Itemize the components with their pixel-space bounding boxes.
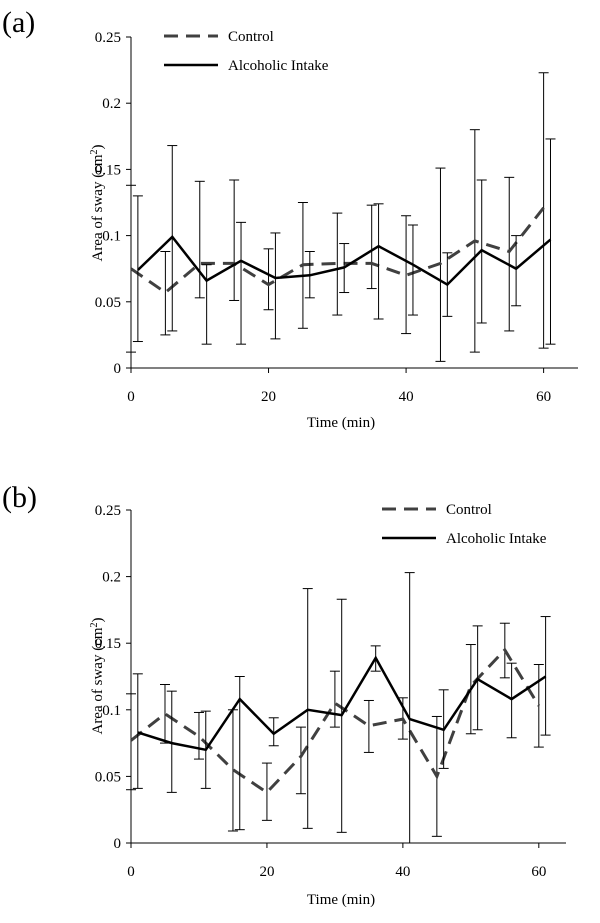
error-bar-control bbox=[261, 762, 272, 821]
error-bar-control bbox=[229, 179, 240, 301]
error-bar-control bbox=[332, 212, 343, 316]
x-tick-label: 20 bbox=[259, 864, 274, 880]
error-bar-control bbox=[329, 670, 340, 728]
error-bar-control bbox=[538, 72, 549, 349]
y-tick-label: 0.25 bbox=[95, 30, 121, 46]
error-bar-alcoholic-intake bbox=[407, 224, 418, 316]
y-tick-label: 0.05 bbox=[95, 769, 121, 785]
x-tick-label: 20 bbox=[261, 389, 276, 405]
error-bar-alcoholic-intake bbox=[540, 616, 551, 736]
x-tick-label: 0 bbox=[127, 864, 135, 880]
plot-area-a: 0 0.05 0.1 0.15 0.2 0.25 0 20 40 60 bbox=[95, 30, 578, 405]
error-bar-control bbox=[263, 248, 274, 311]
legend-label-control: Control bbox=[228, 29, 274, 45]
error-bar-alcoholic-intake bbox=[201, 264, 212, 345]
y-axis-title: Area of sway (cm2) bbox=[89, 144, 107, 261]
legend-label-control: Control bbox=[446, 502, 492, 518]
panel-b: (b) 0 0.05 0.1 0.15 0.2 0.25 0 20 40 60 Time (min… bbox=[2, 481, 566, 908]
series-line-alcoholic-intake bbox=[137, 655, 547, 752]
error-bar-alcoholic-intake bbox=[545, 138, 556, 345]
panel-label: (b) bbox=[2, 481, 37, 514]
error-bar-control bbox=[160, 250, 171, 336]
panel-label: (a) bbox=[2, 6, 35, 39]
error-bar-control bbox=[295, 726, 306, 795]
x-tick-label: 0 bbox=[127, 389, 135, 405]
error-bar-control bbox=[533, 664, 544, 748]
x-axis-title: Time (min) bbox=[307, 892, 375, 908]
y-tick-label: 0.25 bbox=[95, 503, 121, 519]
error-bar-alcoholic-intake bbox=[268, 717, 279, 747]
error-bar-control bbox=[126, 693, 136, 791]
error-bar-control bbox=[363, 699, 374, 753]
y-tick-label: 0.05 bbox=[95, 295, 121, 311]
error-bar-control bbox=[504, 176, 515, 332]
error-bar-alcoholic-intake bbox=[234, 676, 245, 831]
error-bar-control bbox=[194, 180, 205, 299]
x-tick-label: 60 bbox=[531, 864, 546, 880]
y-tick-label: 0.15 bbox=[95, 636, 121, 652]
error-bar-alcoholic-intake bbox=[236, 221, 247, 345]
panel-a: (a) 0 0.05 0.1 0.15 0.2 0.25 0 20 40 60 Time (min… bbox=[2, 6, 578, 431]
error-bar-control bbox=[159, 683, 170, 744]
y-tick-label: 0.15 bbox=[95, 162, 121, 178]
error-bar-alcoholic-intake bbox=[511, 235, 522, 307]
error-bar-alcoholic-intake bbox=[373, 203, 384, 320]
y-axis-title: Area of sway (cm2) bbox=[89, 617, 107, 734]
error-bar-alcoholic-intake bbox=[132, 673, 143, 789]
y-tick-label: 0.1 bbox=[102, 229, 121, 245]
x-tick-label: 40 bbox=[399, 389, 414, 405]
error-bar-alcoholic-intake bbox=[166, 690, 177, 793]
x-tick-label: 40 bbox=[395, 864, 410, 880]
legend: Control Alcoholic Intake bbox=[382, 502, 547, 547]
y-tick-label: 0.2 bbox=[102, 570, 121, 586]
series-line-control bbox=[130, 206, 545, 295]
y-tick-label: 0.1 bbox=[102, 703, 121, 719]
error-bar-control bbox=[193, 711, 204, 760]
plot-area-b: 0 0.05 0.1 0.15 0.2 0.25 0 20 40 60 bbox=[95, 503, 566, 880]
y-tick-label: 0 bbox=[114, 836, 122, 852]
x-tick-label: 60 bbox=[536, 389, 551, 405]
legend: Control Alcoholic Intake bbox=[164, 29, 329, 74]
error-bar-alcoholic-intake bbox=[270, 232, 281, 340]
error-bar-control bbox=[366, 204, 377, 290]
x-axis-title: Time (min) bbox=[307, 415, 375, 431]
series-line-alcoholic-intake bbox=[137, 235, 552, 287]
error-bar-alcoholic-intake bbox=[302, 588, 313, 829]
error-bar-control bbox=[401, 215, 412, 335]
legend-label-alcoholic-intake: Alcoholic Intake bbox=[446, 531, 547, 547]
legend-label-alcoholic-intake: Alcoholic Intake bbox=[228, 58, 329, 74]
error-bar-alcoholic-intake bbox=[404, 572, 415, 844]
y-tick-label: 0.2 bbox=[102, 96, 121, 112]
y-tick-label: 0 bbox=[114, 361, 122, 377]
